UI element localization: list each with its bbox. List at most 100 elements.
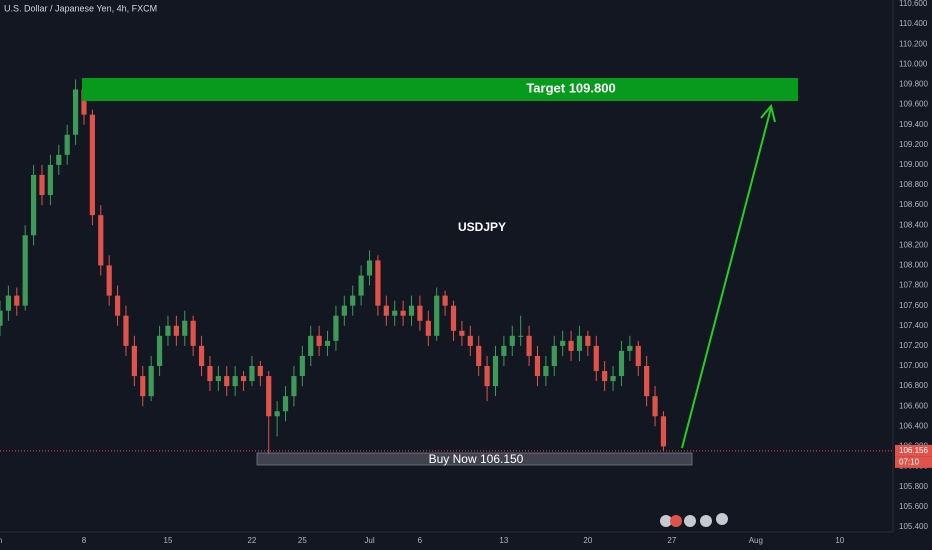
y-tick-label: 109.400	[899, 120, 928, 129]
y-tick-label: 109.800	[899, 80, 928, 89]
y-tick-label: 110.000	[899, 59, 928, 68]
y-tick-label: 107.400	[899, 321, 928, 330]
candle-body	[266, 376, 272, 417]
y-tick-label: 108.000	[899, 261, 928, 270]
candle-body	[240, 376, 247, 382]
y-tick-label: 110.200	[899, 39, 928, 48]
candle-body	[215, 376, 221, 382]
candle-body	[341, 305, 347, 316]
buy-zone	[256, 452, 693, 466]
y-tick-label: 107.000	[899, 361, 928, 370]
candle-body	[165, 325, 171, 336]
candle-body	[518, 335, 524, 337]
candle-body	[358, 275, 364, 296]
candle-body	[274, 411, 280, 417]
candle-body	[198, 345, 205, 366]
arrow-shaft	[681, 107, 772, 449]
y-tick-label: 107.200	[899, 341, 928, 350]
y-tick-label: 110.600	[899, 0, 928, 8]
x-tick-label: 20	[583, 536, 592, 545]
candle-body	[56, 154, 62, 165]
candle-body	[383, 305, 389, 316]
candle-body	[459, 330, 465, 336]
candle-body	[593, 345, 599, 372]
candle-body	[484, 365, 490, 387]
plot	[0, 79, 667, 455]
candle-body	[350, 295, 356, 306]
candle-body	[585, 335, 591, 346]
event-icon	[684, 515, 696, 527]
candle-body	[232, 376, 238, 387]
x-tick-label: Jun	[0, 536, 2, 545]
x-tick-label: Jul	[364, 536, 374, 545]
candle-body	[602, 371, 608, 382]
y-tick-label: 105.400	[899, 522, 928, 531]
candle-body	[450, 305, 457, 331]
candle-body	[627, 345, 633, 351]
event-icon	[700, 515, 712, 527]
candle-body	[324, 340, 331, 346]
candle-body	[333, 315, 339, 341]
candle-body	[501, 345, 507, 356]
y-tick-label: 108.400	[899, 220, 928, 229]
candle-body	[568, 340, 574, 351]
candle-body	[114, 295, 121, 316]
event-icon	[670, 515, 682, 527]
candle-body	[257, 365, 263, 377]
candle-body	[618, 350, 625, 377]
candle-body	[207, 365, 213, 382]
x-tick-label: 25	[298, 536, 307, 545]
candle-body	[375, 260, 381, 306]
candle-body	[14, 295, 20, 306]
candle-body	[576, 335, 583, 351]
candle-body	[442, 295, 448, 306]
y-tick-label: 108.600	[899, 200, 928, 209]
candle-body	[190, 320, 196, 346]
candle-body	[635, 345, 641, 366]
candle-body	[492, 355, 499, 387]
x-tick-label: 6	[418, 536, 423, 545]
candle-body	[72, 89, 79, 135]
candle-body	[22, 235, 28, 306]
y-tick-label: 106.800	[899, 381, 928, 390]
y-tick-label: 105.600	[899, 502, 928, 511]
y-tick-label: 106.400	[899, 421, 928, 430]
x-tick-label: 27	[667, 536, 676, 545]
arrow	[681, 103, 776, 449]
y-tick-label: 109.600	[899, 100, 928, 109]
candle-body	[30, 174, 37, 236]
y-tick-label: 106.600	[899, 401, 928, 410]
candle-body	[534, 355, 541, 377]
x-tick-label: 13	[499, 536, 508, 545]
target-zone	[82, 78, 798, 101]
candle-body	[140, 376, 146, 397]
candle-body	[543, 365, 549, 377]
candle-body	[644, 365, 650, 397]
arrow-head	[760, 103, 776, 123]
event-icon	[660, 515, 672, 527]
candle-body	[0, 310, 3, 326]
symbol-label: USDJPY	[458, 220, 506, 234]
candle-body	[610, 376, 616, 382]
candle-body	[249, 365, 255, 382]
event-icon	[716, 513, 728, 525]
candle-body	[476, 345, 482, 366]
y-tick-label: 108.800	[899, 180, 928, 189]
y-tick-label: 109.000	[899, 160, 928, 169]
candle-body	[39, 174, 45, 196]
y-tick-label: 105.800	[899, 482, 928, 491]
candle-body	[366, 260, 373, 276]
candle-body	[509, 335, 515, 346]
candle-body	[98, 215, 104, 266]
event-icons	[660, 513, 728, 527]
candle-body	[224, 376, 230, 387]
candle-body	[551, 345, 557, 366]
countdown-label: 07:10	[899, 457, 920, 466]
candle-body	[434, 295, 440, 336]
candle-body	[417, 305, 423, 321]
candle-body	[291, 376, 297, 397]
candle-body	[467, 335, 473, 346]
last-price-badge	[895, 444, 932, 457]
candle-body	[89, 114, 95, 216]
